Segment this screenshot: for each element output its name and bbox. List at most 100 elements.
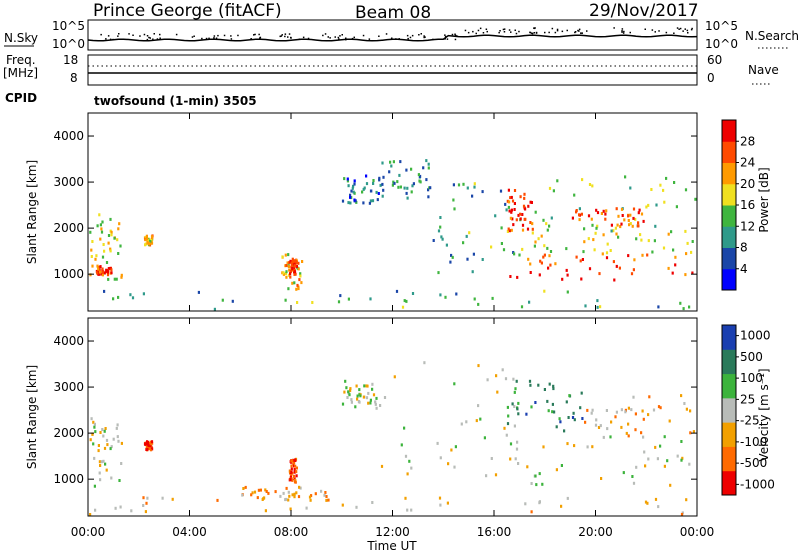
data-cell bbox=[571, 416, 575, 419]
nsearch-dot bbox=[561, 30, 564, 33]
data-cell bbox=[479, 417, 482, 421]
nsearch-dot bbox=[254, 33, 256, 36]
data-cell bbox=[295, 470, 298, 474]
data-cell bbox=[545, 222, 548, 226]
data-cell bbox=[543, 253, 546, 257]
data-cell bbox=[422, 166, 425, 170]
data-cell bbox=[621, 214, 624, 217]
data-cell bbox=[496, 390, 499, 394]
data-cell bbox=[667, 232, 670, 236]
data-cell bbox=[297, 267, 300, 271]
data-cell bbox=[656, 457, 659, 461]
data-cell bbox=[144, 242, 147, 246]
data-cell bbox=[311, 301, 314, 304]
data-cell bbox=[507, 414, 510, 418]
data-cell bbox=[641, 253, 644, 257]
data-cell bbox=[358, 388, 361, 392]
data-cell bbox=[630, 272, 634, 276]
data-cell bbox=[96, 224, 99, 228]
data-cell bbox=[358, 400, 361, 404]
data-cell bbox=[341, 402, 345, 406]
y-tick-label: 3000 bbox=[53, 380, 84, 394]
data-cell bbox=[477, 404, 480, 408]
data-cell bbox=[282, 272, 285, 276]
data-cell bbox=[145, 234, 148, 238]
data-cell bbox=[251, 491, 254, 495]
x-tick-label: 20:00 bbox=[578, 525, 613, 539]
data-cell bbox=[349, 195, 352, 199]
data-cell bbox=[293, 492, 296, 496]
data-cell bbox=[526, 465, 529, 469]
nsearch-dot bbox=[406, 34, 409, 37]
data-cell bbox=[290, 470, 293, 474]
velocity-plot-frame bbox=[87, 317, 698, 517]
colorbar-tick-label: 1000 bbox=[740, 329, 771, 343]
data-cell bbox=[652, 408, 656, 412]
data-cell bbox=[594, 423, 598, 427]
data-cell bbox=[410, 466, 413, 470]
data-cell bbox=[151, 441, 154, 445]
data-cell bbox=[365, 182, 369, 186]
nsearch-dot bbox=[322, 34, 324, 37]
data-cell bbox=[615, 207, 618, 211]
data-cell bbox=[596, 211, 600, 215]
nsearch-dot bbox=[407, 37, 409, 40]
y-tick-label: 1000 bbox=[53, 472, 84, 486]
data-cell bbox=[91, 264, 94, 268]
data-cell bbox=[101, 220, 104, 224]
data-cell bbox=[295, 265, 298, 268]
nsearch-dot bbox=[444, 35, 447, 38]
data-cell bbox=[369, 199, 372, 203]
data-cell bbox=[120, 275, 123, 279]
colorbar-tick-label: 500 bbox=[740, 350, 763, 364]
data-cell bbox=[144, 235, 147, 239]
data-cell bbox=[655, 203, 658, 207]
nsearch-dot bbox=[307, 37, 310, 40]
data-cell bbox=[514, 387, 517, 391]
data-cell bbox=[119, 505, 122, 509]
data-cell bbox=[518, 253, 521, 257]
velocity-heatmap bbox=[89, 361, 695, 516]
data-cell bbox=[142, 292, 145, 296]
data-cell bbox=[508, 209, 511, 213]
data-cell bbox=[547, 409, 550, 413]
nsearch-dot bbox=[159, 37, 161, 39]
data-cell bbox=[361, 190, 364, 194]
data-cell bbox=[610, 223, 613, 227]
data-cell bbox=[305, 506, 308, 510]
data-cell bbox=[102, 434, 105, 438]
data-cell bbox=[634, 412, 637, 416]
nsearch-dot bbox=[444, 34, 446, 36]
nsky-label: N.Sky bbox=[4, 31, 38, 45]
data-cell bbox=[527, 204, 530, 208]
nsearch-dot bbox=[132, 34, 134, 36]
power-heatmap bbox=[89, 159, 697, 311]
data-cell bbox=[616, 223, 619, 227]
data-cell bbox=[375, 406, 378, 410]
colorbar-band bbox=[722, 120, 736, 142]
data-cell bbox=[450, 448, 453, 452]
nsearch-dot bbox=[143, 33, 146, 36]
data-cell bbox=[631, 224, 634, 228]
data-cell bbox=[90, 255, 93, 258]
data-cell bbox=[657, 305, 660, 309]
data-cell bbox=[667, 266, 670, 270]
data-cell bbox=[353, 179, 356, 183]
data-cell bbox=[645, 205, 648, 209]
data-cell bbox=[507, 188, 510, 192]
data-cell bbox=[473, 185, 476, 189]
nsearch-dot bbox=[623, 30, 625, 33]
data-cell bbox=[369, 398, 372, 402]
nsearch-dot bbox=[574, 31, 577, 33]
data-cell bbox=[289, 275, 292, 279]
data-cell bbox=[377, 192, 380, 195]
data-cell bbox=[537, 237, 540, 241]
data-cell bbox=[148, 447, 151, 451]
nsearch-dot bbox=[107, 35, 110, 37]
data-cell bbox=[548, 224, 551, 228]
data-cell bbox=[113, 236, 116, 240]
nsearch-dot bbox=[298, 38, 301, 40]
data-cell bbox=[634, 217, 637, 221]
data-cell bbox=[583, 240, 586, 244]
